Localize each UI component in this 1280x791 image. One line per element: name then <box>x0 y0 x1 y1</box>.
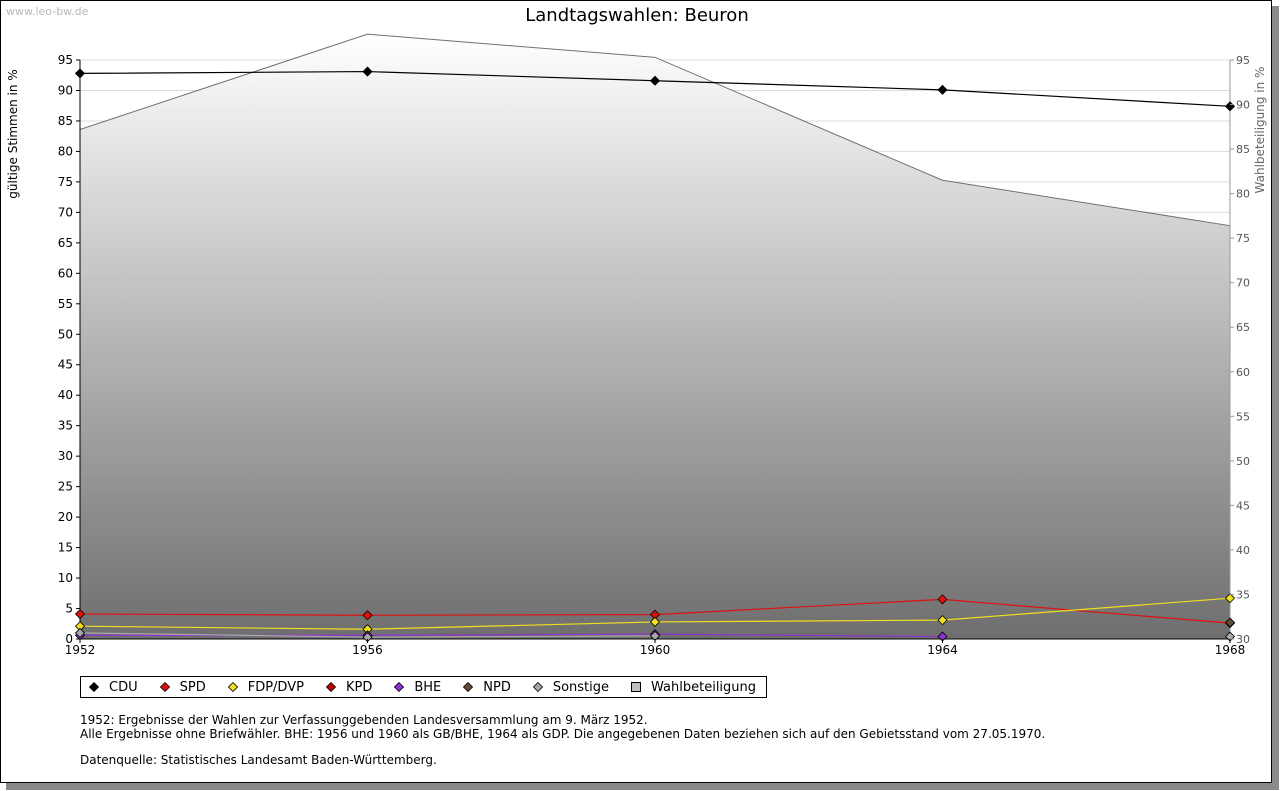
y-axis-right-label: Wahlbeteiligung in % <box>1253 67 1267 194</box>
y2-tick-label: 30 <box>1236 633 1250 646</box>
y-tick-label: 15 <box>58 541 73 555</box>
data-point-cdu <box>362 66 373 77</box>
series-points <box>74 66 1236 643</box>
y-tick-label: 50 <box>58 327 73 341</box>
y2-tick-label: 45 <box>1236 499 1250 512</box>
legend-marker <box>532 682 543 692</box>
legend-label: SPD <box>179 679 206 695</box>
y2-tick-label: 55 <box>1236 410 1250 423</box>
legend-label: FDP/DVP <box>247 679 304 695</box>
legend-marker <box>463 682 474 692</box>
frame-shadow-bottom <box>6 783 1279 790</box>
legend-marker <box>89 682 99 692</box>
x-tick-label: 1960 <box>640 643 671 657</box>
y2-tick-label: 95 <box>1236 54 1250 67</box>
y-tick-label: 70 <box>58 205 73 219</box>
legend-marker <box>325 682 336 692</box>
y-tick-label: 95 <box>58 53 73 67</box>
y2-tick-label: 80 <box>1236 188 1250 201</box>
note-line-1: 1952: Ergebnisse der Wahlen zur Verfassu… <box>80 713 648 727</box>
y-tick-label: 0 <box>65 632 73 646</box>
data-point-cdu <box>649 75 661 86</box>
data-point-spd <box>362 610 373 621</box>
y-tick-label: 10 <box>58 571 73 585</box>
y2-tick-label: 40 <box>1236 544 1250 557</box>
y-axis-right-ticks: 30 35 40 45 50 55 60 65 70 75 80 85 90 95 <box>1230 54 1250 646</box>
legend-item-kpd: KPD <box>325 679 373 695</box>
legend-item-cdu: CDU <box>89 680 138 695</box>
y-tick-label: 45 <box>58 358 73 372</box>
legend-marker <box>631 682 642 692</box>
data-point-npd <box>1224 617 1236 628</box>
data-point-fdp-dvp <box>1224 593 1236 604</box>
legend-marker <box>159 682 170 692</box>
legend-item-wahlbeteiligung: Wahlbeteiligung <box>631 680 756 695</box>
data-point-cdu <box>1224 101 1236 112</box>
y-axis-left-ticks: 0 5 10 15 20 25 30 35 40 45 50 55 60 65 70 75 80 85 90 95 <box>58 53 80 646</box>
y-tick-label: 75 <box>58 175 73 189</box>
y-tick-label: 25 <box>58 480 73 494</box>
data-point-sonstige <box>74 627 86 638</box>
y-tick-label: 35 <box>58 419 73 433</box>
legend: CDU SPD FDP/DVP KPD BHE NPD Sonstige Wahlbeteil… <box>80 676 768 698</box>
y2-tick-label: 75 <box>1236 232 1250 245</box>
data-source: Datenquelle: Statistisches Landesamt Bad… <box>80 753 437 767</box>
y2-tick-label: 60 <box>1236 366 1250 379</box>
data-point-spd <box>74 608 86 620</box>
legend-label: Sonstige <box>552 679 610 695</box>
y-tick-label: 65 <box>58 236 73 250</box>
data-point-fdp-dvp <box>937 615 948 626</box>
frame-shadow-right <box>1272 6 1279 789</box>
legend-item-npd: NPD <box>463 680 511 695</box>
data-point-fdp-dvp <box>649 616 661 628</box>
y-tick-label: 90 <box>58 83 73 97</box>
y2-tick-label: 85 <box>1236 143 1250 156</box>
line-chart: Landtagswahlen: Beuron 0 5 10 15 20 25 30 35 40 4… <box>6 5 1267 657</box>
y2-tick-label: 35 <box>1236 588 1250 601</box>
x-axis-ticks: 1952 1956 1960 1964 1968 <box>65 639 1246 657</box>
y2-tick-label: 65 <box>1236 321 1250 334</box>
legend-label: BHE <box>414 679 442 695</box>
legend-label: NPD <box>483 679 511 695</box>
x-tick-label: 1952 <box>65 643 96 657</box>
y-tick-label: 55 <box>58 297 73 311</box>
turnout-line <box>79 33 1231 227</box>
y-tick-label: 5 <box>65 602 73 616</box>
notes: 1952: Ergebnisse der Wahlen zur Verfassu… <box>80 713 1045 767</box>
legend-item-sonstige: Sonstige <box>532 679 610 695</box>
legend-item-fdp-dvp: FDP/DVP <box>227 679 304 695</box>
y-tick-label: 20 <box>58 510 73 524</box>
y2-tick-label: 70 <box>1236 277 1250 290</box>
legend-label: KPD <box>345 679 373 695</box>
x-tick-label: 1956 <box>352 643 383 657</box>
y-axis-left-label: gültige Stimmen in % <box>6 69 20 198</box>
x-tick-label: 1964 <box>927 643 958 657</box>
y-tick-label: 85 <box>58 114 73 128</box>
series-line-bhe <box>80 633 943 638</box>
data-point-spd <box>937 594 948 605</box>
note-line-2: Alle Ergebnisse ohne Briefwähler. BHE: 1… <box>80 727 1046 741</box>
watermark: www.leo-bw.de <box>6 5 89 18</box>
legend-item-spd: SPD <box>159 679 206 695</box>
y-tick-label: 80 <box>58 144 73 158</box>
data-point-cdu <box>937 84 948 95</box>
legend-marker <box>394 682 405 692</box>
y2-tick-label: 50 <box>1236 455 1250 468</box>
legend-label: CDU <box>109 679 138 695</box>
legend-label: Wahlbeteiligung <box>651 679 757 695</box>
x-tick-label: 1968 <box>1215 643 1246 657</box>
y-tick-label: 30 <box>58 449 73 463</box>
turnout-area <box>80 34 1230 639</box>
y-tick-label: 40 <box>58 388 73 402</box>
data-point-cdu <box>74 68 86 79</box>
legend-item-bhe: BHE <box>394 680 441 695</box>
chart-title: Landtagswahlen: Beuron <box>525 5 748 26</box>
y2-tick-label: 90 <box>1236 99 1250 112</box>
y-tick-label: 60 <box>58 266 73 280</box>
legend-marker <box>227 682 238 692</box>
